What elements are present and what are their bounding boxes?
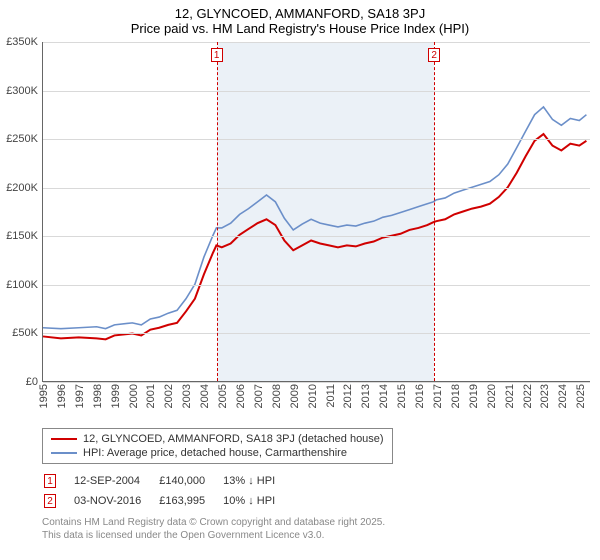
x-tick-label: 1995 xyxy=(38,384,50,408)
sale-marker: 2 xyxy=(428,48,440,62)
x-tick-label: 2014 xyxy=(378,384,390,408)
x-tick-label: 2015 xyxy=(396,384,408,408)
x-tick-label: 2013 xyxy=(360,384,372,408)
x-tick-label: 1998 xyxy=(92,384,104,408)
legend-label: 12, GLYNCOED, AMMANFORD, SA18 3PJ (detac… xyxy=(83,433,384,445)
y-gridline xyxy=(43,139,590,140)
chart-container: 12, GLYNCOED, AMMANFORD, SA18 3PJ Price … xyxy=(0,0,600,560)
x-tick-label: 2025 xyxy=(575,384,587,408)
x-tick-label: 2006 xyxy=(235,384,247,408)
sale-date: 03-NOV-2016 xyxy=(74,492,157,510)
legend-swatch xyxy=(51,452,77,454)
x-tick-label: 2000 xyxy=(128,384,140,408)
y-gridline xyxy=(43,188,590,189)
y-tick-label: £100K xyxy=(6,279,38,291)
x-tick-label: 2016 xyxy=(414,384,426,408)
legend-swatch xyxy=(51,438,77,440)
x-tick-label: 2023 xyxy=(539,384,551,408)
attribution-line: Contains HM Land Registry data © Crown c… xyxy=(42,516,600,529)
y-gridline xyxy=(43,382,590,383)
x-tick-label: 2012 xyxy=(342,384,354,408)
chart-title: 12, GLYNCOED, AMMANFORD, SA18 3PJ xyxy=(0,6,600,21)
series-line-hpi xyxy=(43,107,586,329)
x-tick-label: 2024 xyxy=(557,384,569,408)
sale-badge: 2 xyxy=(44,494,56,508)
sale-dashed-line xyxy=(434,42,435,381)
x-tick-label: 2001 xyxy=(145,384,157,408)
legend-label: HPI: Average price, detached house, Carm… xyxy=(83,447,347,459)
x-tick-label: 2002 xyxy=(163,384,175,408)
x-tick-label: 2008 xyxy=(271,384,283,408)
sales-table-row: 2 03-NOV-2016£163,99510% ↓ HPI xyxy=(44,492,291,510)
chart-subtitle: Price paid vs. HM Land Registry's House … xyxy=(0,21,600,36)
legend: 12, GLYNCOED, AMMANFORD, SA18 3PJ (detac… xyxy=(42,428,393,464)
sales-table-row: 1 12-SEP-2004£140,00013% ↓ HPI xyxy=(44,472,291,490)
x-tick-label: 1997 xyxy=(74,384,86,408)
x-tick-label: 2010 xyxy=(307,384,319,408)
sale-dashed-line xyxy=(217,42,218,381)
x-tick-label: 2020 xyxy=(486,384,498,408)
x-tick-label: 2017 xyxy=(432,384,444,408)
x-tick-label: 2004 xyxy=(199,384,211,408)
x-tick-label: 2005 xyxy=(217,384,229,408)
y-tick-label: £300K xyxy=(6,85,38,97)
y-gridline xyxy=(43,333,590,334)
sale-price: £163,995 xyxy=(159,492,221,510)
y-gridline xyxy=(43,285,590,286)
x-tick-label: 2007 xyxy=(253,384,265,408)
sale-date: 12-SEP-2004 xyxy=(74,472,157,490)
legend-item: HPI: Average price, detached house, Carm… xyxy=(51,446,384,460)
x-tick-label: 2021 xyxy=(504,384,516,408)
y-gridline xyxy=(43,42,590,43)
y-tick-label: £150K xyxy=(6,230,38,242)
y-tick-label: £50K xyxy=(12,327,38,339)
x-tick-label: 1999 xyxy=(110,384,122,408)
y-gridline xyxy=(43,236,590,237)
plot-region: 12 xyxy=(42,42,590,382)
x-tick-label: 2009 xyxy=(289,384,301,408)
title-block: 12, GLYNCOED, AMMANFORD, SA18 3PJ Price … xyxy=(0,0,600,38)
sale-marker: 1 xyxy=(211,48,223,62)
sale-price: £140,000 xyxy=(159,472,221,490)
y-tick-label: £0 xyxy=(26,376,38,388)
x-tick-label: 2022 xyxy=(522,384,534,408)
attribution: Contains HM Land Registry data © Crown c… xyxy=(42,516,600,542)
x-tick-label: 2003 xyxy=(181,384,193,408)
attribution-line: This data is licensed under the Open Gov… xyxy=(42,529,600,542)
x-tick-label: 2018 xyxy=(450,384,462,408)
y-tick-label: £250K xyxy=(6,133,38,145)
x-tick-label: 2019 xyxy=(468,384,480,408)
y-tick-label: £350K xyxy=(6,36,38,48)
y-tick-label: £200K xyxy=(6,182,38,194)
legend-item: 12, GLYNCOED, AMMANFORD, SA18 3PJ (detac… xyxy=(51,432,384,446)
y-gridline xyxy=(43,91,590,92)
sale-delta: 10% ↓ HPI xyxy=(223,492,291,510)
sales-table: 1 12-SEP-2004£140,00013% ↓ HPI 2 03-NOV-201… xyxy=(42,470,293,512)
sale-badge: 1 xyxy=(44,474,56,488)
x-tick-label: 1996 xyxy=(56,384,68,408)
line-series-svg xyxy=(43,42,590,381)
chart-area: 12 £0£50K£100K£150K£200K£250K£300K£350K1… xyxy=(0,38,600,426)
x-tick-label: 2011 xyxy=(325,384,337,408)
sale-delta: 13% ↓ HPI xyxy=(223,472,291,490)
